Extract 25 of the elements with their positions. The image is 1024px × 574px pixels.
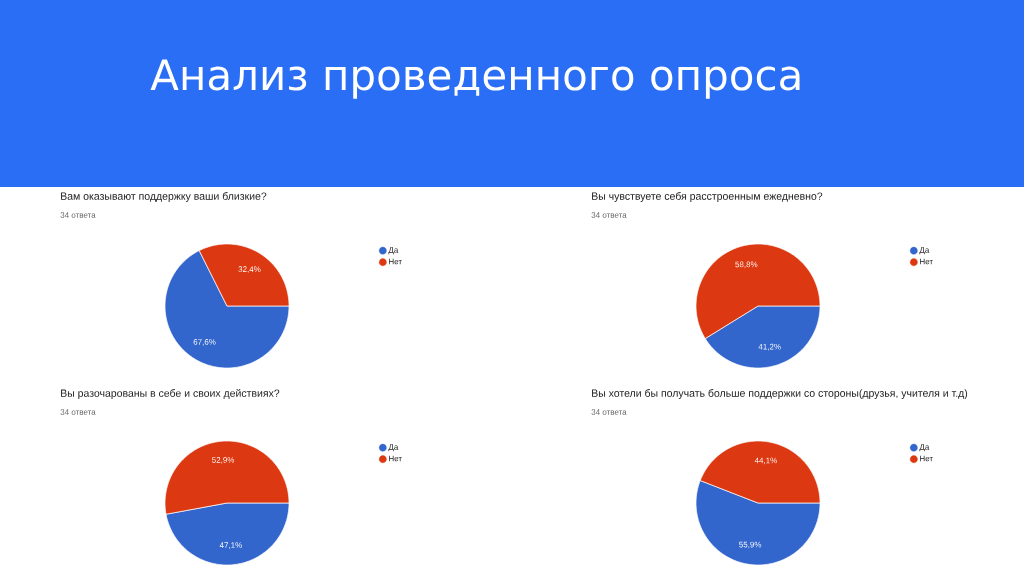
text: 34 ответа [591, 212, 627, 218]
data-label: 58,8% [735, 261, 758, 269]
data-label: 67,6% [193, 339, 216, 346]
data-label: 55,9% [739, 541, 762, 549]
text: Анализ проведенного опроса [150, 59, 800, 99]
legend-label: Нет [389, 258, 402, 265]
data-label: 47,1% [219, 542, 242, 549]
chart-title: Вы разочарованы в себе и своих действиях? [61, 389, 280, 399]
text: 34 ответа [60, 409, 96, 415]
legend-label: Да [388, 247, 399, 255]
chart-title: Вы хотели бы получать больше поддержки со стороны(друзья, учителя и т.д) [592, 389, 968, 399]
legend-label: Да [919, 444, 930, 452]
legend-label: Да [919, 247, 930, 255]
data-label: 52,9% [212, 457, 235, 464]
legend-label: Нет [920, 455, 933, 462]
text: 34 ответа [591, 409, 627, 415]
data-label: 44,1% [754, 457, 777, 465]
legend-label: Нет [389, 455, 402, 462]
legend-label: Да [388, 444, 399, 452]
chart-title: Вы чувствуете себя расстроенным ежедневно? [592, 192, 823, 202]
data-label: 41,2% [758, 343, 781, 351]
data-label: 32,4% [238, 266, 261, 273]
text: 34 ответа [60, 212, 96, 218]
chart-title: Вам оказывают поддержку ваши близкие? [61, 192, 267, 202]
legend-label: Нет [920, 258, 933, 265]
